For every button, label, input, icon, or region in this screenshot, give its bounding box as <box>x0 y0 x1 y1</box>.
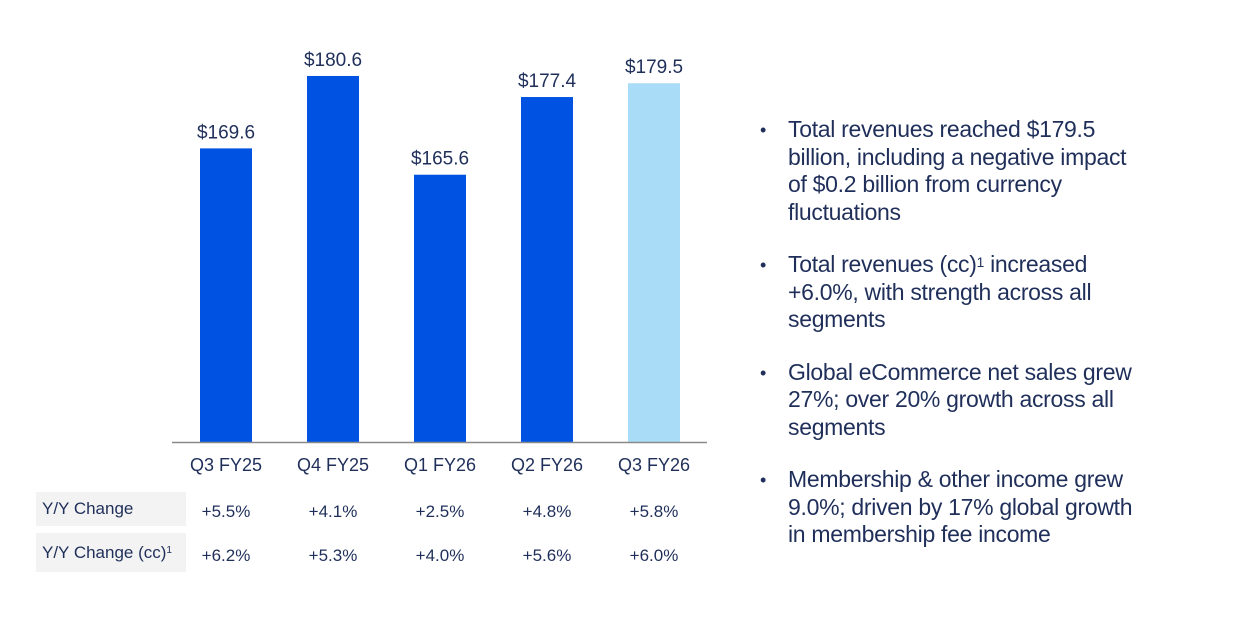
bullet-line: Total revenues (cc)1 increased <box>788 251 1220 279</box>
bullet-dot: • <box>760 362 767 383</box>
data-label: $180.6 <box>304 50 362 71</box>
bullet-line: 27%; over 20% growth across all <box>788 386 1114 412</box>
table-cell: +4.0% <box>415 546 465 565</box>
row-label: Y/Y Change (cc) <box>42 542 167 562</box>
data-label: $165.6 <box>411 149 469 170</box>
table-cell: +5.6% <box>522 546 572 565</box>
bullet-line: +6.0%, with strength across all <box>788 278 1092 305</box>
data-label: $179.5 <box>625 57 683 78</box>
footnote-marker: 1 <box>976 255 985 270</box>
bullet-membership: • Membership & other income grew 9.0%; d… <box>760 466 1220 549</box>
category-label: Q3 FY25 <box>190 455 262 475</box>
bar-q3-fy26 <box>628 83 680 442</box>
bullet-text: increased <box>983 251 1088 277</box>
category-label: Q3 FY26 <box>618 455 690 475</box>
bullet-dot: • <box>760 470 767 490</box>
bullet-line: in membership fee income <box>788 521 1051 547</box>
bullet-text: Total revenues (cc) <box>788 251 977 277</box>
bullet-line: Membership & other income grew <box>788 466 1123 492</box>
revenue-bar-chart: $169.6 Q3 FY25 $180.6 Q4 FY25 $165.6 Q1 FY26 $… <box>172 50 707 475</box>
table-cell: +2.5% <box>415 502 465 521</box>
bullet-line: fluctuations <box>788 198 901 225</box>
bar-q2-fy26 <box>521 97 573 443</box>
bullet-line: Global eCommerce net sales grew <box>788 358 1132 385</box>
table-cell: +6.0% <box>629 546 679 565</box>
bullet-total-revenues: • Total revenues reached $179.5 billion,… <box>760 116 1220 226</box>
data-label: $177.4 <box>518 71 577 92</box>
bullet-line: segments <box>788 306 886 332</box>
highlights-list: • Total revenues reached $179.5 billion,… <box>760 116 1220 574</box>
row-label: Y/Y Change <box>42 499 134 518</box>
bullet-line: Total revenues reached $179.5 <box>788 116 1096 142</box>
bar-q1-fy26 <box>414 174 466 442</box>
table-cell: +4.8% <box>522 502 572 521</box>
bar-q4-fy25 <box>307 75 359 442</box>
bullet-line: segments <box>788 413 886 440</box>
bar-q3-fy25 <box>200 148 252 442</box>
footnote-marker: 1 <box>166 545 173 556</box>
table-cell: +5.5% <box>201 502 251 521</box>
bullet-dot: • <box>760 120 767 140</box>
bullet-total-revenues-cc: • Total revenues (cc)1 increased +6.0%, … <box>760 251 1220 334</box>
row-header: Y/Y Change <box>36 492 186 526</box>
table-cell: +5.8% <box>629 502 679 521</box>
table-cell: +4.1% <box>308 502 358 521</box>
table-cell: +5.3% <box>308 546 358 565</box>
table-cell: +6.2% <box>201 546 251 565</box>
category-label: Q2 FY26 <box>511 455 583 475</box>
data-label: $169.6 <box>197 122 255 143</box>
bullet-dot: • <box>760 255 767 275</box>
bullet-line: billion, including a negative impact <box>788 143 1127 170</box>
bullet-line: 9.0%; driven by 17% global growth <box>788 493 1133 520</box>
row-header: Y/Y Change (cc) 1 <box>36 533 186 572</box>
bullet-line: of $0.2 billion from currency <box>788 171 1062 197</box>
category-label: Q4 FY25 <box>297 455 369 475</box>
category-label: Q1 FY26 <box>404 455 476 475</box>
bullet-ecommerce: • Global eCommerce net sales grew 27%; o… <box>760 359 1220 442</box>
